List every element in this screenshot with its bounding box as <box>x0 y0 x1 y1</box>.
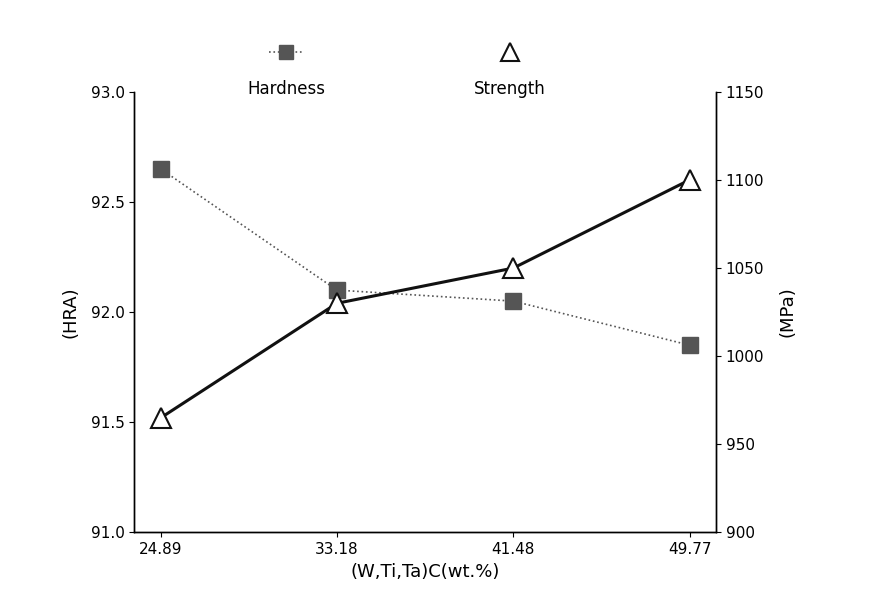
Y-axis label: (MPa): (MPa) <box>777 287 796 337</box>
X-axis label: (W,Ti,Ta)C(wt.%): (W,Ti,Ta)C(wt.%) <box>350 562 499 581</box>
Y-axis label: (HRA): (HRA) <box>62 286 80 338</box>
Text: Hardness: Hardness <box>247 80 325 97</box>
Text: Strength: Strength <box>474 80 545 97</box>
